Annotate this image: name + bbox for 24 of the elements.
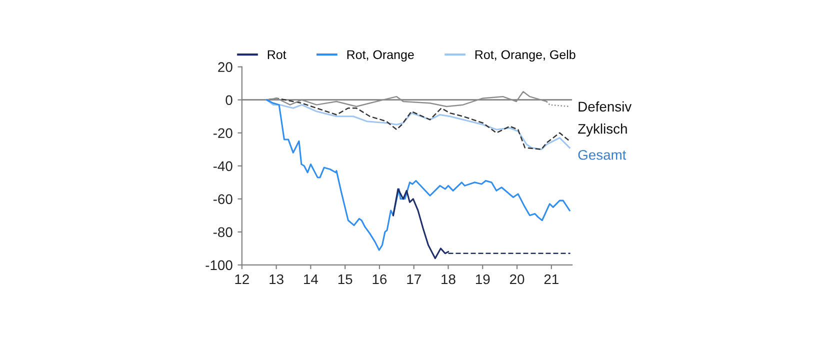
x-tick-label: 15 (338, 274, 352, 284)
x-tick-label: 14 (304, 274, 318, 284)
x-tick-label: 17 (407, 274, 421, 284)
x-tick-label: 20 (510, 274, 524, 284)
legend-label: Rot (268, 50, 286, 60)
text: Zyklisch (578, 124, 627, 136)
y-tick-label: -100 (206, 260, 232, 270)
y-tick-label: -20 (213, 128, 232, 138)
y-tick-label: -40 (213, 161, 232, 172)
x-tick-label: 16 (372, 274, 387, 284)
legend-label: Rot, Orange (347, 50, 414, 62)
legend-label: Rot, Orange, Gelb (475, 50, 576, 62)
text: Defensiv (578, 101, 632, 112)
line-series (266, 99, 570, 251)
x-tick-label: 13 (270, 274, 284, 284)
y-tick-label: 20 (218, 62, 232, 72)
x-tick-label: 18 (442, 274, 456, 284)
y-tick-label: 0 (226, 95, 232, 106)
text: Gesamt (578, 150, 626, 160)
x-tick-label: 12 (235, 274, 249, 284)
x-tick-label: 19 (476, 274, 490, 284)
y-tick-label: -60 (213, 194, 232, 204)
y-tick-label: -80 (213, 227, 232, 238)
x-tick-label: 21 (544, 274, 558, 284)
